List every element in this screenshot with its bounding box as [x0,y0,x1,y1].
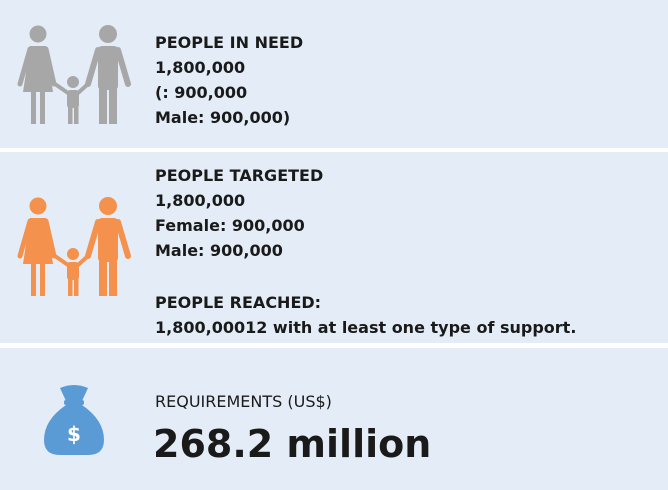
family-icon-grey [20,25,128,124]
text-line: 1,800,00012 with at least one type of su… [155,318,577,337]
text-line: Male: 900,000) [155,108,291,127]
text-line: Female: 900,000 [155,216,305,235]
money-bag-symbol: $ [67,422,81,446]
text-line: Male: 900,000 [155,241,283,260]
requirements-amount: 268.2 million [153,422,432,466]
text-line: 1,800,000 [155,191,246,210]
text-line: (: 900,000 [155,83,248,102]
family-icon-orange [20,197,128,296]
text-line: PEOPLE TARGETED [155,166,324,185]
requirements-panel [0,348,668,490]
requirements-label: REQUIREMENTS (US$) [155,392,332,411]
text-line: PEOPLE REACHED: [155,293,322,312]
text-line: PEOPLE IN NEED [155,33,304,52]
need-text: PEOPLE IN NEED 1,800,000 (: 900,000 Male: 9… [155,30,303,130]
text-line: 1,800,000 [155,58,246,77]
money-bag-icon: $ [44,385,104,455]
reached-text: PEOPLE REACHED: 1,800,00012 with at least… [155,290,576,340]
targeted-text: PEOPLE TARGETED 1,800,000 Female: 900,000 M… [155,163,323,263]
